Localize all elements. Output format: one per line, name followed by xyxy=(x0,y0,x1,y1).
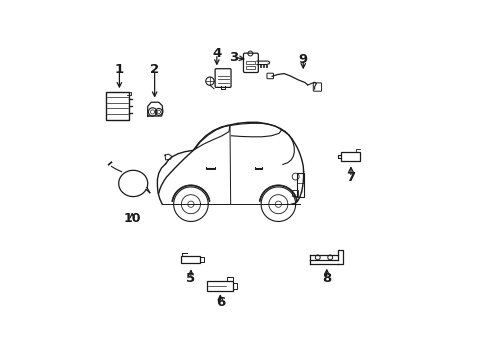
Text: 9: 9 xyxy=(298,53,307,66)
Bar xyxy=(106,92,129,120)
Text: 4: 4 xyxy=(212,48,221,60)
Text: 10: 10 xyxy=(123,212,141,225)
Bar xyxy=(232,283,237,289)
Text: 6: 6 xyxy=(215,296,224,309)
Bar xyxy=(246,66,255,69)
Text: 5: 5 xyxy=(186,272,195,285)
Text: 2: 2 xyxy=(150,63,159,76)
Bar xyxy=(292,190,298,196)
Bar xyxy=(181,256,199,263)
Text: 7: 7 xyxy=(346,171,355,184)
Bar xyxy=(199,257,203,262)
Text: 1: 1 xyxy=(115,63,123,76)
Bar xyxy=(341,152,360,161)
Bar xyxy=(246,61,255,64)
Text: 8: 8 xyxy=(322,272,331,285)
Bar xyxy=(297,173,303,197)
Text: 3: 3 xyxy=(229,51,238,64)
Bar xyxy=(206,281,232,291)
